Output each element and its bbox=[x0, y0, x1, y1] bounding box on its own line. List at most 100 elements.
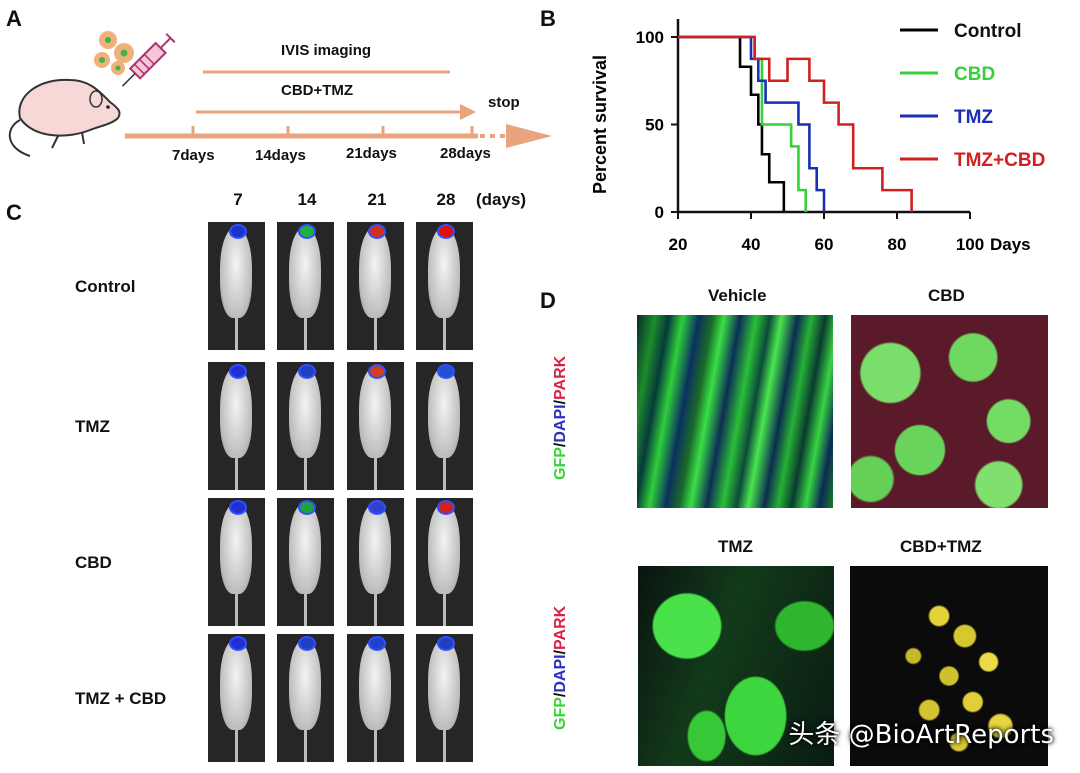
mouse-body bbox=[359, 640, 391, 730]
timeline-arrowhead bbox=[506, 124, 552, 148]
x-axis-label: Days bbox=[990, 235, 1031, 254]
stain-dapi: DAPI bbox=[552, 404, 569, 443]
bioluminescence-signal bbox=[229, 636, 247, 651]
chart-series bbox=[678, 35, 913, 212]
y-axis-label: Percent survival bbox=[590, 55, 610, 194]
mouse-image bbox=[277, 634, 334, 762]
stain-gfp: GFP bbox=[552, 697, 569, 730]
ivis-label: IVIS imaging bbox=[281, 42, 372, 59]
bioluminescence-signal bbox=[437, 500, 455, 515]
x-tick-label: 40 bbox=[742, 235, 761, 254]
bioluminescence-signal bbox=[437, 364, 455, 379]
stain-dapi: DAPI bbox=[552, 654, 569, 693]
stain-label-bottom: GFP/DAPI/PARK bbox=[552, 606, 572, 730]
timeline-diagram bbox=[8, 31, 552, 157]
micro-cbd bbox=[851, 315, 1048, 508]
bioluminescence-signal bbox=[298, 364, 316, 379]
mouse-image bbox=[208, 498, 265, 626]
stain-sep: / bbox=[552, 649, 569, 655]
mouse-illustration bbox=[8, 78, 121, 157]
mouse-tail bbox=[235, 728, 238, 762]
series-line-tmz-cbd bbox=[678, 35, 913, 212]
mouse-image bbox=[208, 362, 265, 490]
mouse-image bbox=[347, 362, 404, 490]
mouse-tail bbox=[443, 316, 446, 350]
mouse-tail bbox=[304, 456, 307, 490]
mouse-tail bbox=[374, 316, 377, 350]
y-tick-label: 100 bbox=[636, 28, 664, 47]
stain-gfp: GFP bbox=[552, 447, 569, 480]
panel-d-label: D bbox=[540, 288, 556, 313]
day-21-label: 21days bbox=[346, 145, 397, 162]
cells-illustration bbox=[94, 31, 134, 75]
bioluminescence-signal bbox=[368, 224, 386, 239]
stain-park: PARK bbox=[552, 605, 569, 650]
ivis-grid: 7 14 21 28 (days) Control TMZ CBD TMZ + CBD bbox=[0, 190, 540, 773]
stain-sep: / bbox=[552, 399, 569, 405]
bioluminescence-signal bbox=[229, 224, 247, 239]
bioluminescence-signal bbox=[368, 636, 386, 651]
bioluminescence-signal bbox=[298, 224, 316, 239]
survival-chart: 0 50 100 20 40 60 80 100 Percent survival Days Co… bbox=[590, 19, 1045, 254]
mouse-tail bbox=[443, 728, 446, 762]
mouse-tail bbox=[235, 456, 238, 490]
mouse-body bbox=[220, 368, 252, 458]
mouse-body bbox=[428, 228, 460, 318]
legend-label: TMZ bbox=[954, 107, 993, 128]
mouse-body bbox=[220, 504, 252, 594]
mouse-body bbox=[289, 368, 321, 458]
mouse-tail bbox=[304, 316, 307, 350]
mouse-body bbox=[289, 228, 321, 318]
mouse-body bbox=[359, 368, 391, 458]
stain-park: PARK bbox=[552, 355, 569, 400]
day-28-label: 28days bbox=[440, 145, 491, 162]
panel-a: A bbox=[0, 0, 560, 190]
mouse-tail bbox=[235, 316, 238, 350]
y-tick-label: 0 bbox=[655, 203, 664, 222]
ivis-row-label: TMZ + CBD bbox=[75, 689, 167, 708]
panel-c: C 7 14 21 28 (days) Control TMZ CBD TMZ + CBD bbox=[0, 190, 540, 773]
legend-label: TMZ+CBD bbox=[954, 150, 1045, 171]
mouse-image bbox=[416, 222, 473, 350]
mouse-tail bbox=[304, 592, 307, 626]
stain-sep: / bbox=[552, 442, 569, 448]
mouse-body bbox=[220, 640, 252, 730]
mouse-image bbox=[347, 634, 404, 762]
mouse-image bbox=[347, 222, 404, 350]
stain-label-top: GFP/DAPI/PARK bbox=[552, 356, 572, 480]
day-7-label: 7days bbox=[172, 147, 215, 164]
mouse-image bbox=[277, 222, 334, 350]
ivis-days-unit: (days) bbox=[476, 190, 527, 209]
bioluminescence-signal bbox=[368, 500, 386, 515]
mouse-body bbox=[289, 640, 321, 730]
syringe-icon bbox=[121, 33, 176, 87]
mouse-image bbox=[416, 362, 473, 490]
x-tick-label: 80 bbox=[888, 235, 907, 254]
x-tick-label: 100 bbox=[956, 235, 984, 254]
mouse-body bbox=[289, 504, 321, 594]
mouse-image bbox=[208, 634, 265, 762]
micro-title-cbd: CBD bbox=[928, 286, 965, 305]
chart-legend: Control CBD TMZ TMZ+CBD bbox=[900, 21, 1045, 171]
mouse-image bbox=[277, 498, 334, 626]
mouse-image bbox=[208, 222, 265, 350]
panel-a-label: A bbox=[6, 6, 22, 31]
mouse-tail bbox=[374, 592, 377, 626]
ivis-row-label: TMZ bbox=[75, 417, 110, 436]
mouse-tail bbox=[374, 728, 377, 762]
bioluminescence-signal bbox=[298, 636, 316, 651]
watermark: 头条 @BioArtReports bbox=[788, 720, 1054, 750]
mouse-tail bbox=[443, 592, 446, 626]
mouse-tail bbox=[235, 592, 238, 626]
ivis-row-label: CBD bbox=[75, 553, 112, 572]
series-line-tmz bbox=[678, 35, 826, 212]
mouse-image bbox=[277, 362, 334, 490]
mouse-body bbox=[359, 504, 391, 594]
ivis-row-label: Control bbox=[75, 277, 136, 296]
micro-title-tmz: TMZ bbox=[718, 537, 753, 556]
micro-tmz bbox=[638, 566, 834, 766]
stain-sep: / bbox=[552, 692, 569, 698]
legend-label: Control bbox=[954, 21, 1022, 42]
panel-b: B 0 50 100 20 40 60 80 100 Percent survival Days … bbox=[540, 0, 1080, 270]
panel-b-label: B bbox=[540, 6, 556, 31]
